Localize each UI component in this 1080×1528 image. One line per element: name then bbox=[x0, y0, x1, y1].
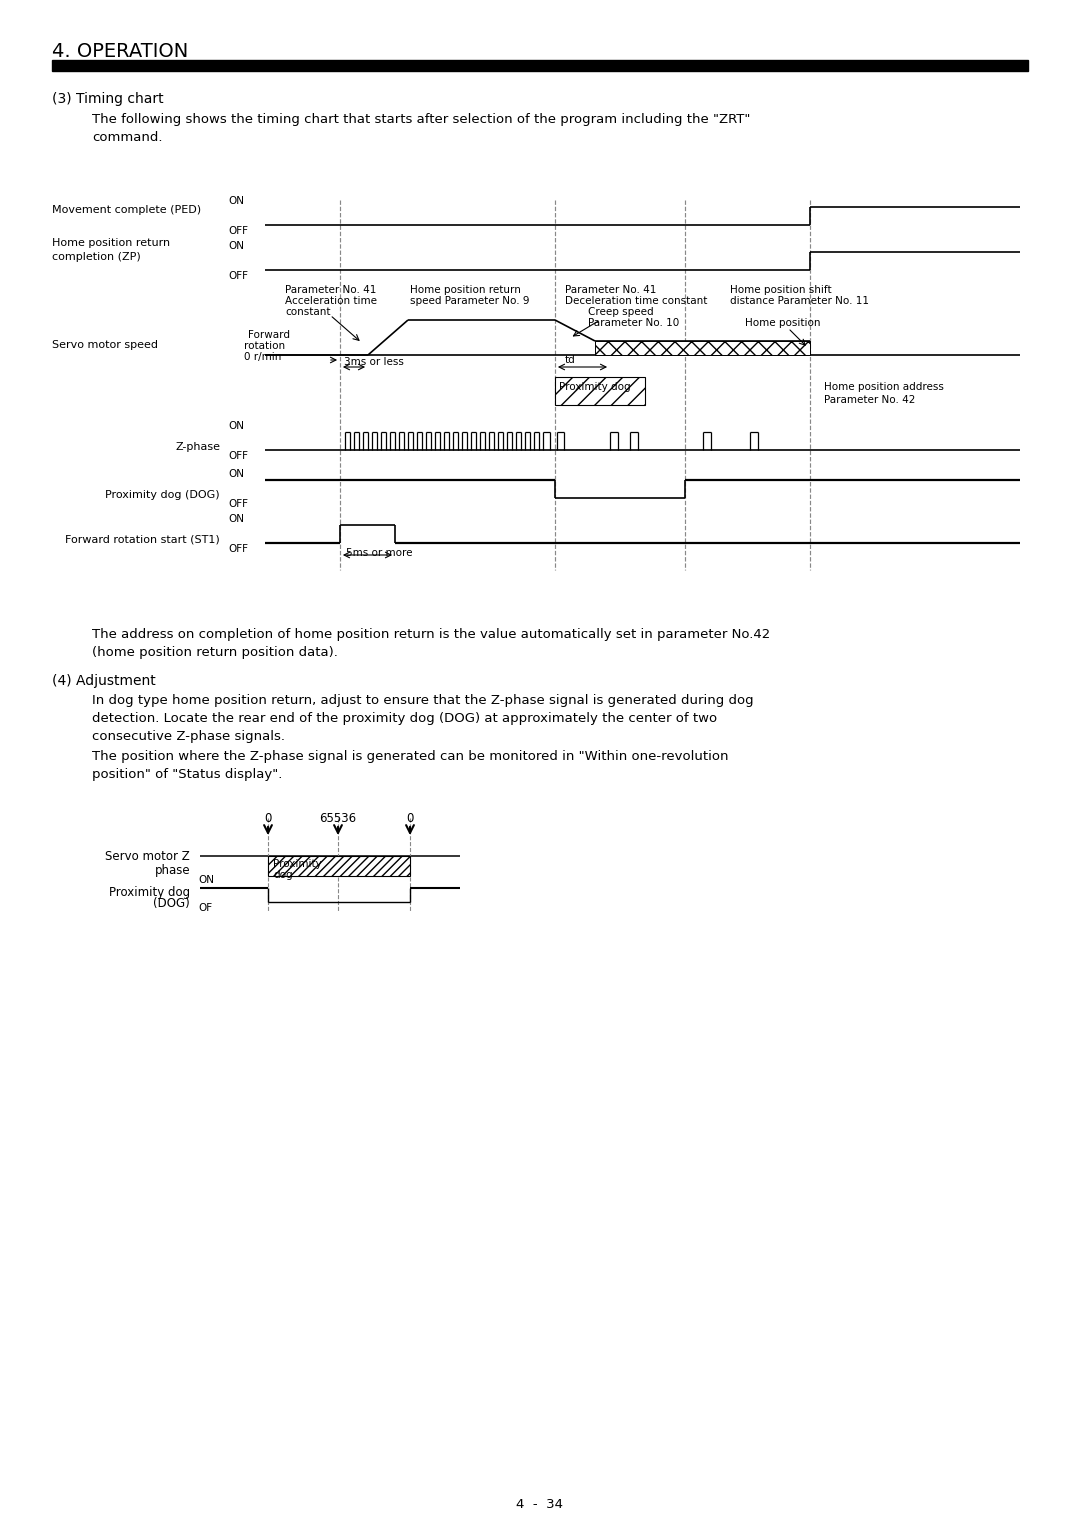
Text: The following shows the timing chart that starts after selection of the program : The following shows the timing chart tha… bbox=[92, 113, 751, 125]
Text: Creep speed: Creep speed bbox=[588, 307, 653, 316]
Text: detection. Locate the rear end of the proximity dog (DOG) at approximately the c: detection. Locate the rear end of the pr… bbox=[92, 712, 717, 724]
Text: Home position address: Home position address bbox=[824, 382, 944, 393]
Text: position" of "Status display".: position" of "Status display". bbox=[92, 769, 282, 781]
Text: constant: constant bbox=[285, 307, 330, 316]
Text: (4) Adjustment: (4) Adjustment bbox=[52, 674, 156, 688]
Text: Home position: Home position bbox=[745, 318, 821, 329]
Text: speed Parameter No. 9: speed Parameter No. 9 bbox=[410, 296, 529, 306]
Text: Servo motor Z: Servo motor Z bbox=[105, 850, 190, 863]
Text: command.: command. bbox=[92, 131, 162, 144]
Text: Movement complete (PED): Movement complete (PED) bbox=[52, 205, 201, 215]
Text: Proximity dog: Proximity dog bbox=[559, 382, 631, 393]
Text: Home position return: Home position return bbox=[52, 238, 171, 248]
Text: The position where the Z-phase signal is generated can be monitored in "Within o: The position where the Z-phase signal is… bbox=[92, 750, 729, 762]
Text: ON: ON bbox=[228, 469, 244, 478]
Text: ON: ON bbox=[198, 876, 214, 885]
Text: Proximity dog (DOG): Proximity dog (DOG) bbox=[106, 490, 220, 500]
Bar bbox=[268, 856, 410, 876]
Bar bbox=[595, 341, 810, 354]
Text: Proximity dog: Proximity dog bbox=[109, 886, 190, 898]
Text: OFF: OFF bbox=[228, 500, 248, 509]
Text: consecutive Z-phase signals.: consecutive Z-phase signals. bbox=[92, 730, 285, 743]
Text: ON: ON bbox=[228, 422, 244, 431]
Text: Servo motor speed: Servo motor speed bbox=[52, 341, 158, 350]
Text: OFF: OFF bbox=[228, 451, 248, 461]
Text: phase: phase bbox=[154, 863, 190, 877]
Text: td: td bbox=[565, 354, 576, 365]
Text: 0: 0 bbox=[406, 811, 414, 825]
Text: completion (ZP): completion (ZP) bbox=[52, 252, 140, 261]
Text: 3ms or less: 3ms or less bbox=[345, 358, 404, 367]
Text: rotation: rotation bbox=[244, 341, 285, 351]
Text: OFF: OFF bbox=[228, 226, 248, 235]
Text: ON: ON bbox=[228, 241, 244, 251]
Text: OFF: OFF bbox=[228, 544, 248, 555]
Text: Home position shift: Home position shift bbox=[730, 286, 832, 295]
Text: distance Parameter No. 11: distance Parameter No. 11 bbox=[730, 296, 869, 306]
Text: Parameter No. 41: Parameter No. 41 bbox=[565, 286, 657, 295]
Text: Forward: Forward bbox=[248, 330, 291, 341]
Text: Parameter No. 41: Parameter No. 41 bbox=[285, 286, 376, 295]
Text: 0 r/min: 0 r/min bbox=[244, 351, 282, 362]
Text: 0: 0 bbox=[265, 811, 272, 825]
Text: Z-phase: Z-phase bbox=[175, 442, 220, 452]
Bar bbox=[555, 377, 645, 405]
Text: Proximity: Proximity bbox=[273, 859, 322, 869]
Text: Deceleration time constant: Deceleration time constant bbox=[565, 296, 707, 306]
Text: (3) Timing chart: (3) Timing chart bbox=[52, 92, 164, 105]
Text: OF: OF bbox=[198, 903, 212, 914]
Text: Home position return: Home position return bbox=[410, 286, 521, 295]
Text: 65536: 65536 bbox=[320, 811, 356, 825]
Text: Forward rotation start (ST1): Forward rotation start (ST1) bbox=[65, 535, 220, 545]
Text: OFF: OFF bbox=[228, 270, 248, 281]
Text: In dog type home position return, adjust to ensure that the Z-phase signal is ge: In dog type home position return, adjust… bbox=[92, 694, 754, 707]
Text: (DOG): (DOG) bbox=[153, 897, 190, 911]
Text: The address on completion of home position return is the value automatically set: The address on completion of home positi… bbox=[92, 628, 770, 642]
Text: 4. OPERATION: 4. OPERATION bbox=[52, 41, 188, 61]
Text: (home position return position data).: (home position return position data). bbox=[92, 646, 338, 659]
Text: ON: ON bbox=[228, 196, 244, 206]
Text: 5ms or more: 5ms or more bbox=[346, 549, 413, 558]
Text: Parameter No. 10: Parameter No. 10 bbox=[588, 318, 679, 329]
Text: Acceleration time: Acceleration time bbox=[285, 296, 377, 306]
Text: ON: ON bbox=[228, 513, 244, 524]
Bar bbox=[52, 60, 1028, 70]
Text: 4  -  34: 4 - 34 bbox=[516, 1497, 564, 1511]
Text: dog: dog bbox=[273, 869, 293, 880]
Text: Parameter No. 42: Parameter No. 42 bbox=[824, 396, 916, 405]
